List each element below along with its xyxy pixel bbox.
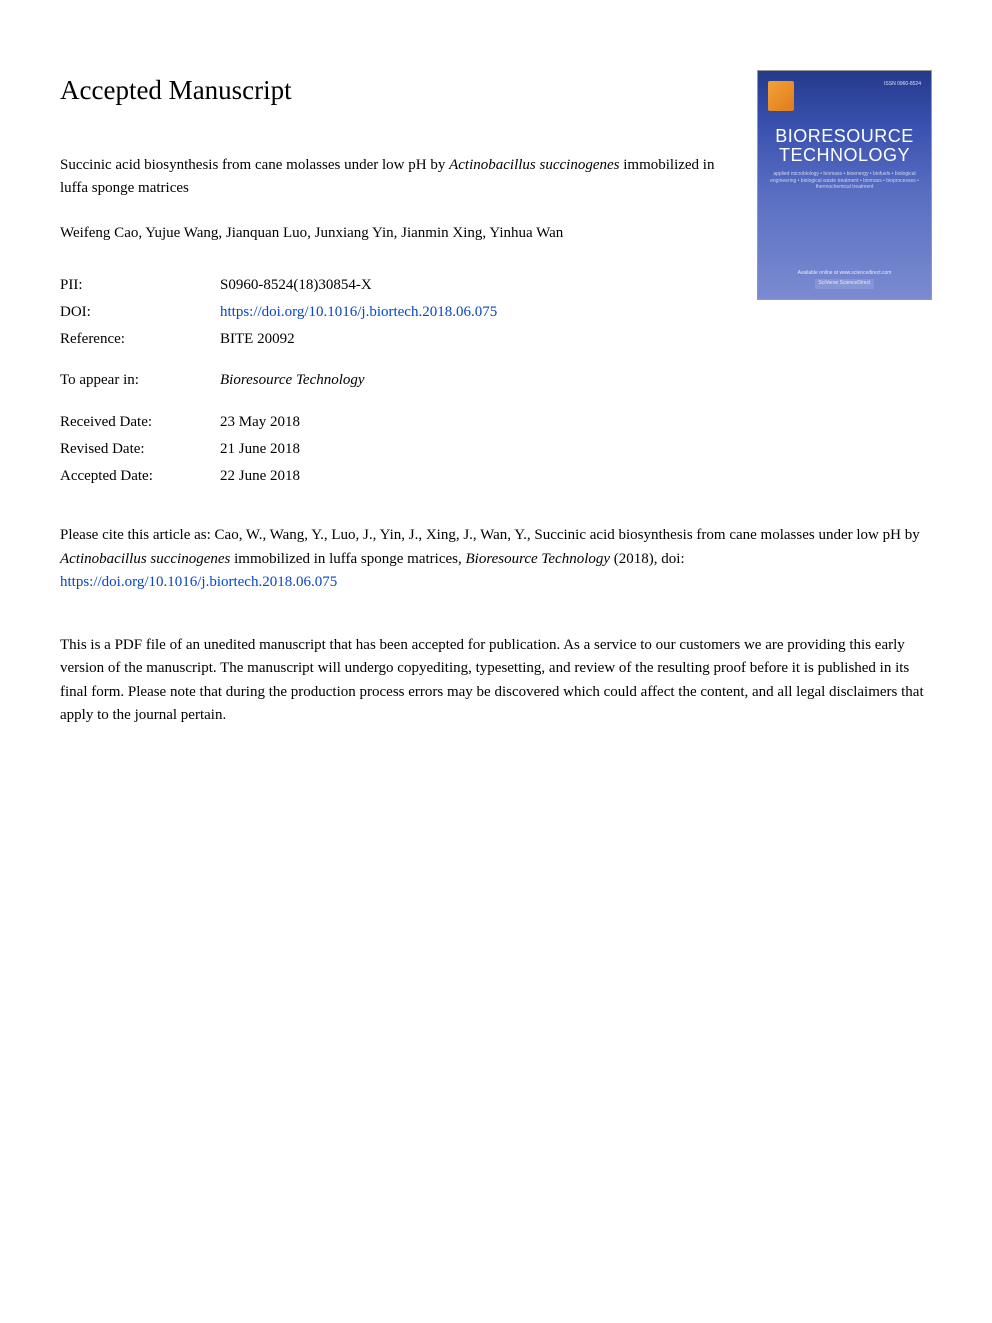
- received-label: Received Date:: [60, 409, 220, 436]
- reference-value: BITE 20092: [220, 326, 497, 353]
- metadata-table: To appear in: Bioresource Technology: [60, 367, 365, 394]
- accepted-manuscript-heading: Accepted Manuscript: [60, 70, 727, 112]
- spacer: [60, 498, 932, 524]
- cover-footer-sciencedirect: SciVerse ScienceDirect: [815, 279, 875, 289]
- doi-label: DOI:: [60, 299, 220, 326]
- appear-value: Bioresource Technology: [220, 367, 365, 394]
- accepted-value: 22 June 2018: [220, 463, 300, 490]
- reference-label: Reference:: [60, 326, 220, 353]
- header-left: Accepted Manuscript Succinic acid biosyn…: [60, 70, 727, 498]
- article-title: Succinic acid biosynthesis from cane mol…: [60, 154, 727, 201]
- citation-mid: immobilized in luffa sponge matrices,: [234, 551, 465, 567]
- disclaimer-paragraph: This is a PDF file of an unedited manusc…: [60, 634, 932, 727]
- citation-species-italic: Actinobacillus succinogenes: [60, 551, 234, 567]
- table-row: Revised Date: 21 June 2018: [60, 436, 300, 463]
- table-row: Reference: BITE 20092: [60, 326, 497, 353]
- table-row: Accepted Date: 22 June 2018: [60, 463, 300, 490]
- citation-doi-link[interactable]: https://doi.org/10.1016/j.biortech.2018.…: [60, 574, 337, 590]
- cover-issn: ISSN 0960-8524: [884, 81, 921, 89]
- citation-year: (2018), doi:: [614, 551, 685, 567]
- cover-subtitle: applied microbiology • biomass • bioener…: [768, 171, 921, 191]
- pii-label: PII:: [60, 272, 220, 299]
- table-row: DOI: https://doi.org/10.1016/j.biortech.…: [60, 299, 497, 326]
- title-italic-species: Actinobacillus succinogenes: [449, 157, 623, 173]
- appear-label: To appear in:: [60, 367, 220, 394]
- table-row: PII: S0960-8524(18)30854-X: [60, 272, 497, 299]
- cover-title-line1: BIORESOURCE: [775, 126, 914, 146]
- elsevier-logo-icon: [768, 81, 794, 111]
- table-row: Received Date: 23 May 2018: [60, 409, 300, 436]
- metadata-table: PII: S0960-8524(18)30854-X DOI: https://…: [60, 272, 497, 354]
- doi-link[interactable]: https://doi.org/10.1016/j.biortech.2018.…: [220, 304, 497, 320]
- journal-cover-thumbnail: ISSN 0960-8524 BIORESOURCE TECHNOLOGY ap…: [757, 70, 932, 300]
- citation-journal-italic: Bioresource Technology: [465, 551, 613, 567]
- revised-label: Revised Date:: [60, 436, 220, 463]
- pii-value: S0960-8524(18)30854-X: [220, 272, 497, 299]
- table-row: To appear in: Bioresource Technology: [60, 367, 365, 394]
- revised-value: 21 June 2018: [220, 436, 300, 463]
- cover-title-line2: TECHNOLOGY: [779, 145, 910, 165]
- citation-paragraph: Please cite this article as: Cao, W., Wa…: [60, 524, 932, 594]
- citation-prefix: Please cite this article as: Cao, W., Wa…: [60, 527, 920, 543]
- received-value: 23 May 2018: [220, 409, 300, 436]
- authors-list: Weifeng Cao, Yujue Wang, Jianquan Luo, J…: [60, 222, 727, 245]
- metadata-table: Received Date: 23 May 2018 Revised Date:…: [60, 409, 300, 491]
- cover-title: BIORESOURCE TECHNOLOGY: [758, 127, 931, 165]
- header-row: Accepted Manuscript Succinic acid biosyn…: [60, 70, 932, 498]
- cover-footer-line1: Available online at www.sciencedirect.co…: [768, 270, 921, 278]
- accepted-label: Accepted Date:: [60, 463, 220, 490]
- cover-footer: Available online at www.sciencedirect.co…: [768, 270, 921, 290]
- title-prefix: Succinic acid biosynthesis from cane mol…: [60, 157, 449, 173]
